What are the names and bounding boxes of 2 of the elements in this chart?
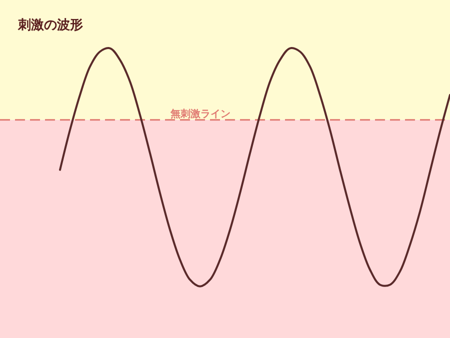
- ref-line-label: 無刺激ライン: [169, 108, 230, 120]
- chart-title: 刺激の波形: [17, 18, 83, 33]
